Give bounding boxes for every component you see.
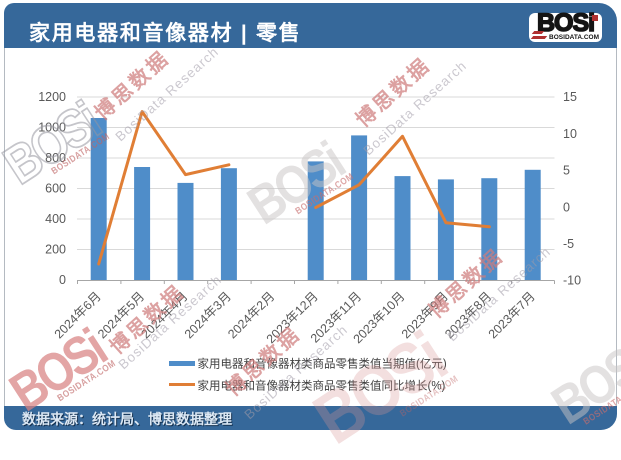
svg-text:家用电器和音像器材类商品零售类值当期值(亿元): 家用电器和音像器材类商品零售类值当期值(亿元) bbox=[198, 357, 447, 371]
svg-text:1000: 1000 bbox=[38, 121, 66, 135]
svg-text:-10: -10 bbox=[563, 274, 581, 288]
svg-text:400: 400 bbox=[45, 212, 66, 226]
svg-text:1200: 1200 bbox=[38, 90, 66, 104]
svg-text:200: 200 bbox=[45, 243, 66, 257]
svg-text:15: 15 bbox=[563, 90, 577, 104]
svg-text:家用电器和音像器材类商品零售类值同比增长(%): 家用电器和音像器材类商品零售类值同比增长(%) bbox=[198, 379, 446, 393]
svg-text:600: 600 bbox=[45, 182, 66, 196]
svg-text:-5: -5 bbox=[563, 237, 574, 251]
svg-text:0: 0 bbox=[59, 273, 66, 287]
svg-text:10: 10 bbox=[563, 127, 577, 141]
svg-text:0: 0 bbox=[563, 200, 570, 214]
svg-text:2023年7月: 2023年7月 bbox=[486, 289, 538, 341]
svg-text:800: 800 bbox=[45, 151, 66, 165]
svg-text:5: 5 bbox=[563, 164, 570, 178]
